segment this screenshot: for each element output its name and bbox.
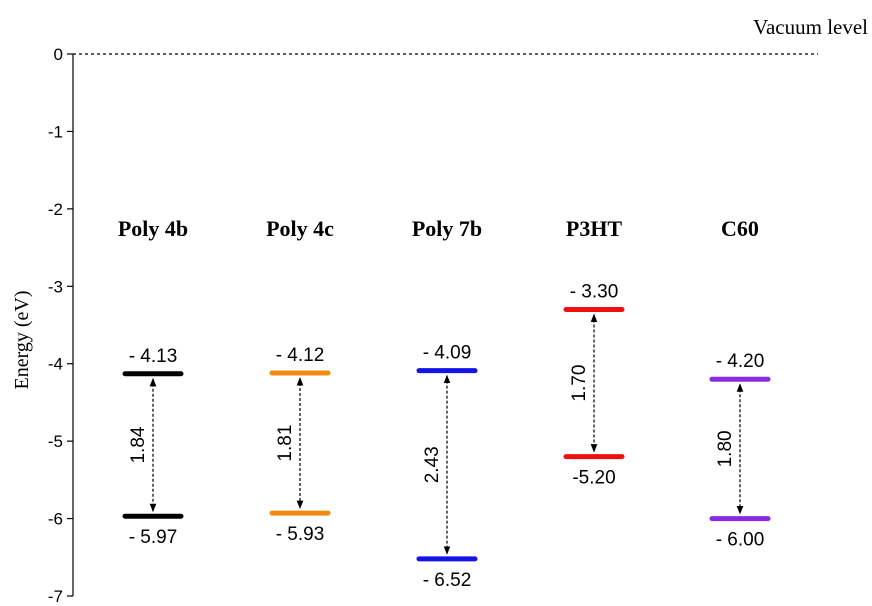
homo-label: - 6.00 bbox=[716, 530, 765, 551]
material-name: Poly 4c bbox=[266, 216, 334, 241]
y-tick-label: -2 bbox=[48, 200, 63, 219]
homo-label: - 5.93 bbox=[276, 524, 325, 545]
y-tick-label: -5 bbox=[48, 432, 63, 451]
material-group: P3HT - 3.30 -5.20 1.70 bbox=[563, 216, 625, 489]
band-gap-label: 1.70 bbox=[569, 365, 590, 402]
y-tick-label: -1 bbox=[48, 122, 63, 141]
y-axis: 0 -1 -2 -3 -4 -5 -6 -7 Energy (eV) bbox=[11, 45, 74, 606]
lumo-label: - 4.13 bbox=[129, 346, 178, 367]
materials: Poly 4b - 4.13 - 5.97 1.84 Poly 4c - 4.12 - 5.… bbox=[118, 216, 771, 591]
homo-label: - 6.52 bbox=[423, 570, 472, 591]
band-gap-label: 2.43 bbox=[422, 446, 443, 483]
y-tick-label: -7 bbox=[48, 587, 63, 606]
y-axis-title: Energy (eV) bbox=[11, 290, 33, 389]
material-group: Poly 4b - 4.13 - 5.97 1.84 bbox=[118, 216, 188, 548]
vacuum-level-reference: Vacuum level bbox=[73, 15, 868, 55]
y-tick-label: 0 bbox=[54, 45, 63, 64]
y-tick-label: -4 bbox=[48, 355, 63, 374]
y-tick-label: -6 bbox=[48, 510, 63, 529]
lumo-label: - 4.12 bbox=[276, 345, 325, 366]
homo-label: -5.20 bbox=[572, 468, 615, 489]
vacuum-level-label: Vacuum level bbox=[753, 15, 868, 39]
material-group: Poly 4c - 4.12 - 5.93 1.81 bbox=[266, 216, 334, 545]
lumo-label: - 4.09 bbox=[423, 343, 472, 364]
lumo-label: - 4.20 bbox=[716, 351, 765, 372]
material-group: C60 - 4.20 - 6.00 1.80 bbox=[709, 216, 771, 551]
y-tick-label: -3 bbox=[48, 277, 63, 296]
lumo-label: - 3.30 bbox=[570, 282, 619, 303]
material-name: C60 bbox=[721, 216, 759, 241]
band-gap-label: 1.80 bbox=[715, 430, 736, 467]
material-group: Poly 7b - 4.09 - 6.52 2.43 bbox=[412, 216, 482, 591]
band-gap-label: 1.84 bbox=[128, 426, 149, 463]
material-name: Poly 7b bbox=[412, 216, 482, 241]
material-name: P3HT bbox=[566, 216, 623, 241]
band-gap-label: 1.81 bbox=[275, 425, 296, 462]
material-name: Poly 4b bbox=[118, 216, 188, 241]
homo-label: - 5.97 bbox=[129, 527, 178, 548]
